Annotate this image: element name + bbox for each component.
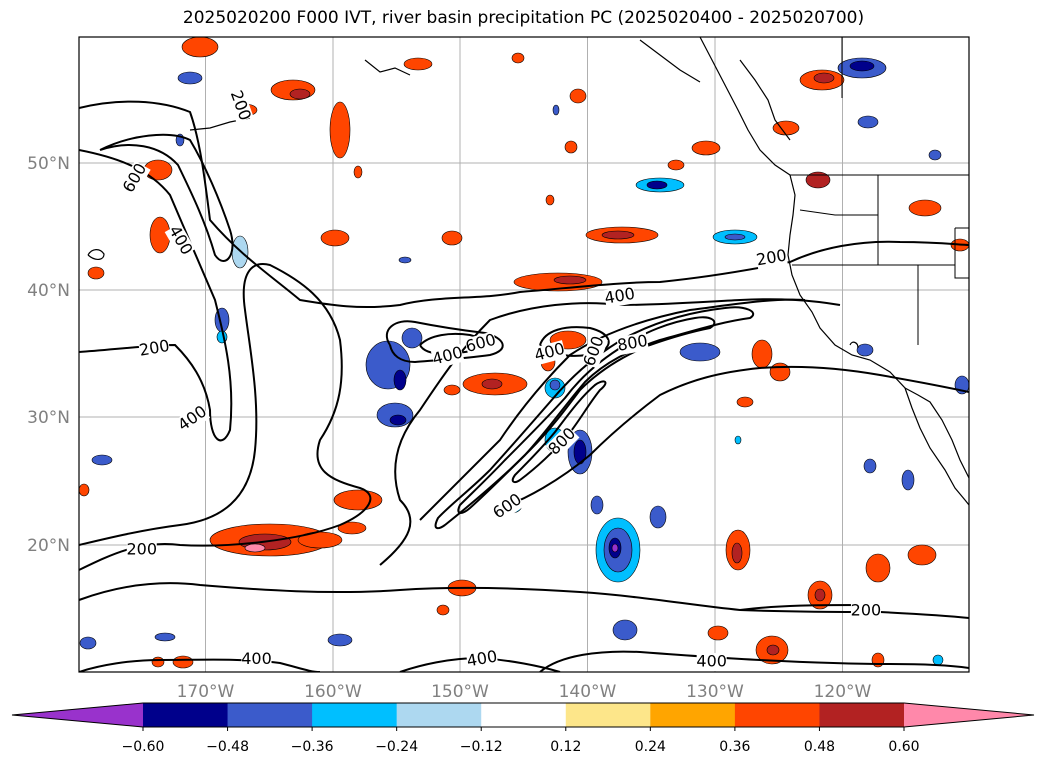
- contour-label-bg: [138, 337, 171, 361]
- contour-label: 400: [696, 652, 727, 671]
- lon-label: 160°W: [304, 682, 362, 702]
- ivt-contour-400-box: [385, 320, 504, 364]
- colorbar-segment: [650, 703, 736, 727]
- lon-label: 150°W: [431, 682, 489, 702]
- political-borders: [790, 37, 969, 345]
- colorbar-tick-label: −0.36: [291, 739, 334, 755]
- colorbar-extend-max: [904, 703, 1034, 727]
- colorbar-segment: [227, 703, 313, 727]
- colorbar-tick-label: 0.12: [550, 739, 581, 755]
- contour-label-bg: [226, 88, 254, 123]
- colorbar-tick-label: 0.48: [804, 739, 835, 755]
- contour-label-bg: [603, 285, 637, 309]
- contour-label-bg: [241, 650, 272, 669]
- colorbar-tick-label: −0.12: [460, 739, 503, 755]
- lat-label: 40°N: [27, 281, 70, 301]
- ivt-contour-600-west: [99, 133, 234, 262]
- contour-label-bg: [490, 490, 526, 523]
- colorbar-segment: [396, 703, 482, 727]
- contour-label-bg: [126, 540, 157, 559]
- colorbar-tick-label: −0.24: [375, 739, 418, 755]
- colorbar-segment: [143, 703, 229, 727]
- contour-label-bg: [755, 247, 788, 270]
- ivt-contour-200-southeast: [739, 604, 861, 611]
- islands: [87, 249, 859, 349]
- ivt-contour-600-jet: [434, 306, 755, 530]
- colorbar-segment: [312, 703, 398, 727]
- colorbar-segment: [734, 703, 820, 727]
- map-frame: [78, 36, 970, 673]
- contour-label-bg: [164, 223, 196, 259]
- lon-label: 130°W: [686, 682, 744, 702]
- contour-label-bg: [696, 653, 727, 672]
- contour-label-bg: [430, 343, 465, 370]
- lon-label: 170°W: [177, 682, 235, 702]
- contour-label-bg: [532, 340, 567, 366]
- contour-label-bg: [580, 334, 608, 369]
- contour-label-bg: [545, 424, 580, 459]
- lat-label: 50°N: [27, 154, 70, 174]
- ivt-contour-400-jet: [499, 365, 969, 509]
- colorbar-segment: [481, 703, 567, 727]
- lat-label: 30°N: [27, 408, 70, 428]
- colorbar-tick-label: −0.60: [122, 739, 165, 755]
- lat-label: 20°N: [27, 536, 70, 556]
- colorbar-extend-min: [12, 703, 143, 727]
- contour-label-bg: [616, 332, 649, 356]
- ivt-contour-400-west: [79, 149, 233, 442]
- ivt-contour-800-jet: [457, 316, 716, 514]
- colorbar-segment: [819, 703, 905, 727]
- lon-axis-labels: 170°W 160°W 150°W 140°W 130°W 120°W: [177, 682, 872, 702]
- ivt-contour-400-south: [79, 658, 321, 672]
- contour-label: 200: [126, 539, 157, 558]
- ivt-contour-200-north: [79, 100, 969, 309]
- colorbar-tick-label: 0.24: [635, 739, 666, 755]
- colorbar-tick-label: 0.36: [719, 739, 750, 755]
- colorbar: −0.60 −0.48 −0.36 −0.24 −0.12 0.12 0.24 0.36 0.4…: [11, 702, 1035, 755]
- contour-label-bg: [464, 331, 498, 357]
- contour-label: 200: [851, 601, 882, 620]
- contour-label: 400: [241, 649, 272, 668]
- colorbar-segment: [565, 703, 651, 727]
- colorbar-tick-label: −0.48: [206, 739, 249, 755]
- lon-label: 120°W: [814, 682, 872, 702]
- contour-label-bg: [465, 648, 499, 671]
- ivt-contour-200-center: [379, 298, 841, 566]
- lon-label: 140°W: [559, 682, 617, 702]
- coastlines: [189, 37, 969, 506]
- lat-axis-labels: 50°N 40°N 30°N 20°N: [27, 154, 70, 556]
- contour-label-bg: [850, 602, 881, 621]
- colorbar-tick-label: 0.60: [888, 739, 919, 755]
- contour-label-bg: [120, 160, 151, 196]
- map-background: [79, 37, 969, 672]
- contour-label-bg: [175, 402, 211, 435]
- chart-title: 2025020200 F000 IVT, river basin precipi…: [182, 8, 865, 28]
- ivt-contour-400-south-east: [539, 650, 969, 672]
- ivt-contour-200-west: [79, 263, 372, 571]
